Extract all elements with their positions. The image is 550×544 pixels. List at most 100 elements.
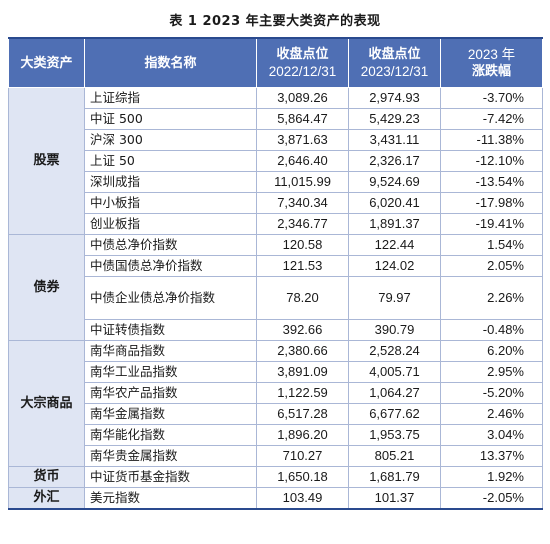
close-2023-cell: 2,528.24	[348, 340, 441, 362]
index-name-cell: 中证转债指数	[84, 319, 257, 341]
close-2023-cell: 390.79	[348, 319, 441, 341]
change-cell: -12.10%	[440, 150, 543, 172]
header-change-year: 2023 年	[467, 47, 516, 62]
close-2023-cell: 5,429.23	[348, 108, 441, 130]
table-row: 中证 500 5,864.47 5,429.23 -7.42%	[9, 108, 543, 130]
close-2023-cell: 1,064.27	[348, 382, 441, 404]
table-row: 南华农产品指数 1,122.59 1,064.27 -5.20%	[9, 382, 543, 404]
asset-class-cell: 股票	[8, 87, 85, 235]
close-2023-cell: 6,677.62	[348, 403, 441, 425]
change-cell: 6.20%	[440, 340, 543, 362]
header-change-label: 涨跌幅	[471, 64, 511, 79]
index-name-cell: 美元指数	[84, 487, 257, 510]
close-2022-cell: 1,896.20	[256, 424, 349, 446]
close-2023-cell: 1,681.79	[348, 466, 441, 488]
close-2023-cell: 2,326.17	[348, 150, 441, 172]
header-close-2022-date: 2022/12/31	[268, 64, 337, 79]
close-2023-cell: 9,524.69	[348, 171, 441, 193]
close-2022-cell: 2,646.40	[256, 150, 349, 172]
index-name-cell: 上证 50	[84, 150, 257, 172]
close-2023-cell: 1,953.75	[348, 424, 441, 446]
index-name-cell: 深圳成指	[84, 171, 257, 193]
index-name-cell: 南华工业品指数	[84, 361, 257, 383]
index-name-cell: 中债企业债总净价指数	[84, 276, 257, 320]
close-2022-cell: 78.20	[256, 276, 349, 320]
close-2022-cell: 103.49	[256, 487, 349, 510]
asset-class-cell: 债券	[8, 234, 85, 341]
close-2023-cell: 101.37	[348, 487, 441, 510]
header-close-2022: 收盘点位 2022/12/31	[256, 37, 349, 88]
table-row: 上证 50 2,646.40 2,326.17 -12.10%	[9, 150, 543, 172]
close-2022-cell: 1,122.59	[256, 382, 349, 404]
close-2023-cell: 4,005.71	[348, 361, 441, 383]
change-cell: -3.70%	[440, 87, 543, 109]
change-cell: -2.05%	[440, 487, 543, 510]
close-2022-cell: 5,864.47	[256, 108, 349, 130]
header-change: 2023 年 涨跌幅	[440, 37, 543, 88]
table-row: 南华金属指数 6,517.28 6,677.62 2.46%	[9, 403, 543, 425]
close-2022-cell: 121.53	[256, 255, 349, 277]
table-row: 债券 中债总净价指数 120.58 122.44 1.54%	[8, 234, 543, 341]
index-name-cell: 南华贵金属指数	[84, 445, 257, 467]
table-row: 创业板指 2,346.77 1,891.37 -19.41%	[9, 213, 543, 235]
table-row: 外汇 美元指数 103.49 101.37 -2.05%	[8, 487, 543, 510]
table-row: 深圳成指 11,015.99 9,524.69 -13.54%	[9, 171, 543, 193]
change-cell: 2.95%	[440, 361, 543, 383]
asset-class-cell: 外汇	[8, 487, 85, 510]
header-asset-class: 大类资产	[8, 37, 85, 88]
table-row: 货币 中证货币基金指数 1,650.18 1,681.79 1.92%	[8, 466, 543, 488]
change-cell: 1.54%	[440, 234, 543, 256]
close-2023-cell: 3,431.11	[348, 129, 441, 151]
table-row: 中债国债总净价指数 121.53 124.02 2.05%	[9, 255, 543, 277]
change-cell: -13.54%	[440, 171, 543, 193]
close-2022-cell: 1,650.18	[256, 466, 349, 488]
index-name-cell: 中债国债总净价指数	[84, 255, 257, 277]
close-2022-cell: 3,089.26	[256, 87, 349, 109]
asset-class-cell: 大宗商品	[8, 340, 85, 467]
close-2023-cell: 122.44	[348, 234, 441, 256]
change-cell: 13.37%	[440, 445, 543, 467]
header-row: 大类资产 指数名称 收盘点位 2022/12/31 收盘点位 2023/12/3…	[8, 37, 543, 88]
change-cell: 3.04%	[440, 424, 543, 446]
header-close-2023-date: 2023/12/31	[360, 64, 429, 79]
table-row: 南华工业品指数 3,891.09 4,005.71 2.95%	[9, 361, 543, 383]
index-name-cell: 沪深 300	[84, 129, 257, 151]
close-2023-cell: 1,891.37	[348, 213, 441, 235]
index-name-cell: 南华金属指数	[84, 403, 257, 425]
table-row: 中证转债指数 392.66 390.79 -0.48%	[9, 319, 543, 341]
close-2022-cell: 7,340.34	[256, 192, 349, 214]
index-name-cell: 中债总净价指数	[84, 234, 257, 256]
change-cell: -5.20%	[440, 382, 543, 404]
header-close-2023-label: 收盘点位	[368, 47, 421, 62]
index-name-cell: 南华商品指数	[84, 340, 257, 362]
table-row: 大宗商品 南华商品指数 2,380.66 2,528.24 6.20%	[8, 340, 543, 467]
index-name-cell: 上证综指	[84, 87, 257, 109]
table-row: 南华贵金属指数 710.27 805.21 13.37%	[9, 445, 543, 467]
close-2023-cell: 805.21	[348, 445, 441, 467]
asset-class-cell: 货币	[8, 466, 85, 488]
index-name-cell: 南华能化指数	[84, 424, 257, 446]
change-cell: 2.05%	[440, 255, 543, 277]
change-cell: -19.41%	[440, 213, 543, 235]
close-2023-cell: 124.02	[348, 255, 441, 277]
header-close-2023: 收盘点位 2023/12/31	[348, 37, 441, 88]
change-cell: 1.92%	[440, 466, 543, 488]
index-name-cell: 中证 500	[84, 108, 257, 130]
close-2022-cell: 11,015.99	[256, 171, 349, 193]
asset-performance-table: 大类资产 指数名称 收盘点位 2022/12/31 收盘点位 2023/12/3…	[8, 37, 543, 510]
index-name-cell: 中小板指	[84, 192, 257, 214]
change-cell: 2.26%	[440, 276, 543, 320]
close-2022-cell: 120.58	[256, 234, 349, 256]
table-body: 股票 上证综指 3,089.26 2,974.93 -3.70% 中证 500 5,864.…	[8, 87, 543, 510]
table-row: 股票 上证综指 3,089.26 2,974.93 -3.70%	[8, 87, 543, 235]
header-close-2022-label: 收盘点位	[276, 47, 329, 62]
table-row: 南华能化指数 1,896.20 1,953.75 3.04%	[9, 424, 543, 446]
header-index-name: 指数名称	[84, 37, 257, 88]
table-row: 中债企业债总净价指数 78.20 79.97 2.26%	[9, 276, 543, 320]
change-cell: -7.42%	[440, 108, 543, 130]
close-2023-cell: 2,974.93	[348, 87, 441, 109]
table-row: 中小板指 7,340.34 6,020.41 -17.98%	[9, 192, 543, 214]
close-2022-cell: 3,891.09	[256, 361, 349, 383]
close-2022-cell: 2,380.66	[256, 340, 349, 362]
